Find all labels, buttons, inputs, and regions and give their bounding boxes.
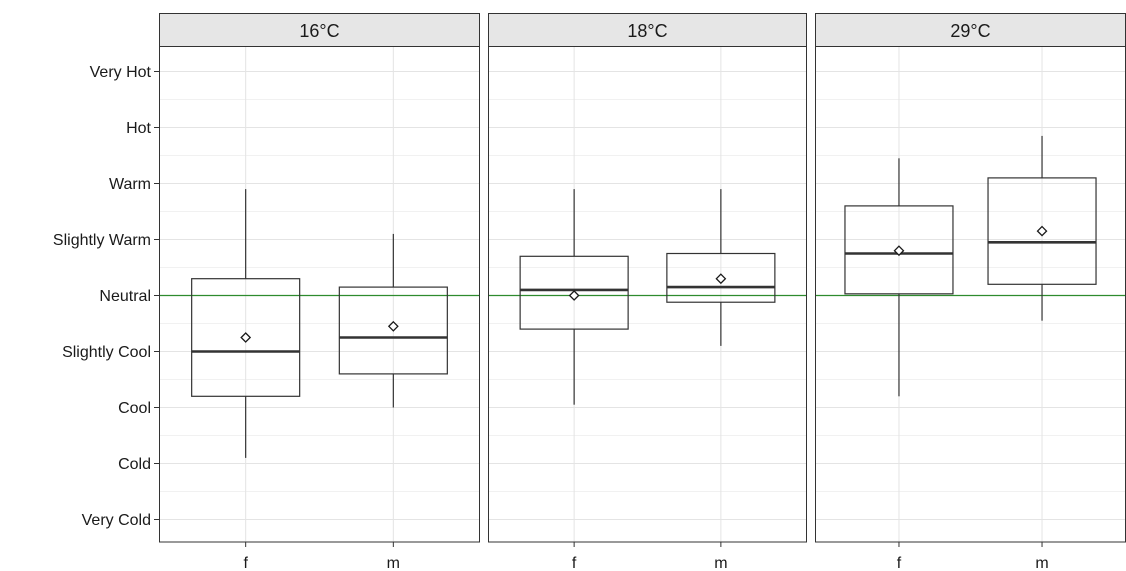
- panel-background: [488, 46, 807, 542]
- box-f: [191, 278, 301, 397]
- y-tick-label: Slightly Warm: [53, 232, 151, 249]
- facet-label: 18°C: [627, 21, 667, 41]
- y-tick-label: Slightly Cool: [62, 344, 151, 361]
- x-tick-label: f: [243, 555, 248, 571]
- box-m: [338, 286, 448, 375]
- facet-strip: [815, 13, 1126, 47]
- mean-marker-f: [568, 290, 580, 301]
- facet-label: 29°C: [950, 21, 990, 41]
- y-tick-label: Very Hot: [90, 64, 152, 81]
- x-tick-label: m: [1035, 555, 1048, 571]
- x-tick-label: m: [714, 555, 727, 571]
- mean-marker-m: [387, 320, 399, 332]
- box-m: [987, 177, 1097, 285]
- mean-marker-f: [240, 332, 252, 343]
- facet-strip: [488, 13, 807, 47]
- facet-strip: [159, 13, 480, 47]
- box-m: [666, 252, 776, 303]
- y-tick-label: Neutral: [99, 288, 151, 305]
- box-f: [844, 205, 954, 295]
- y-tick-label: Warm: [109, 176, 151, 193]
- x-tick-label: f: [897, 555, 902, 571]
- panel-background: [159, 46, 480, 542]
- y-tick-label: Cool: [118, 400, 151, 417]
- box-f: [519, 255, 629, 330]
- mean-marker-f: [893, 245, 905, 257]
- x-tick-label: f: [572, 555, 577, 571]
- y-tick-label: Hot: [126, 120, 151, 137]
- y-tick-label: Very Cold: [82, 512, 151, 529]
- facet-label: 16°C: [299, 21, 339, 41]
- mean-marker-m: [1036, 225, 1048, 237]
- x-tick-label: m: [387, 555, 400, 571]
- mean-marker-m: [715, 273, 727, 285]
- y-tick-label: Cold: [118, 456, 151, 473]
